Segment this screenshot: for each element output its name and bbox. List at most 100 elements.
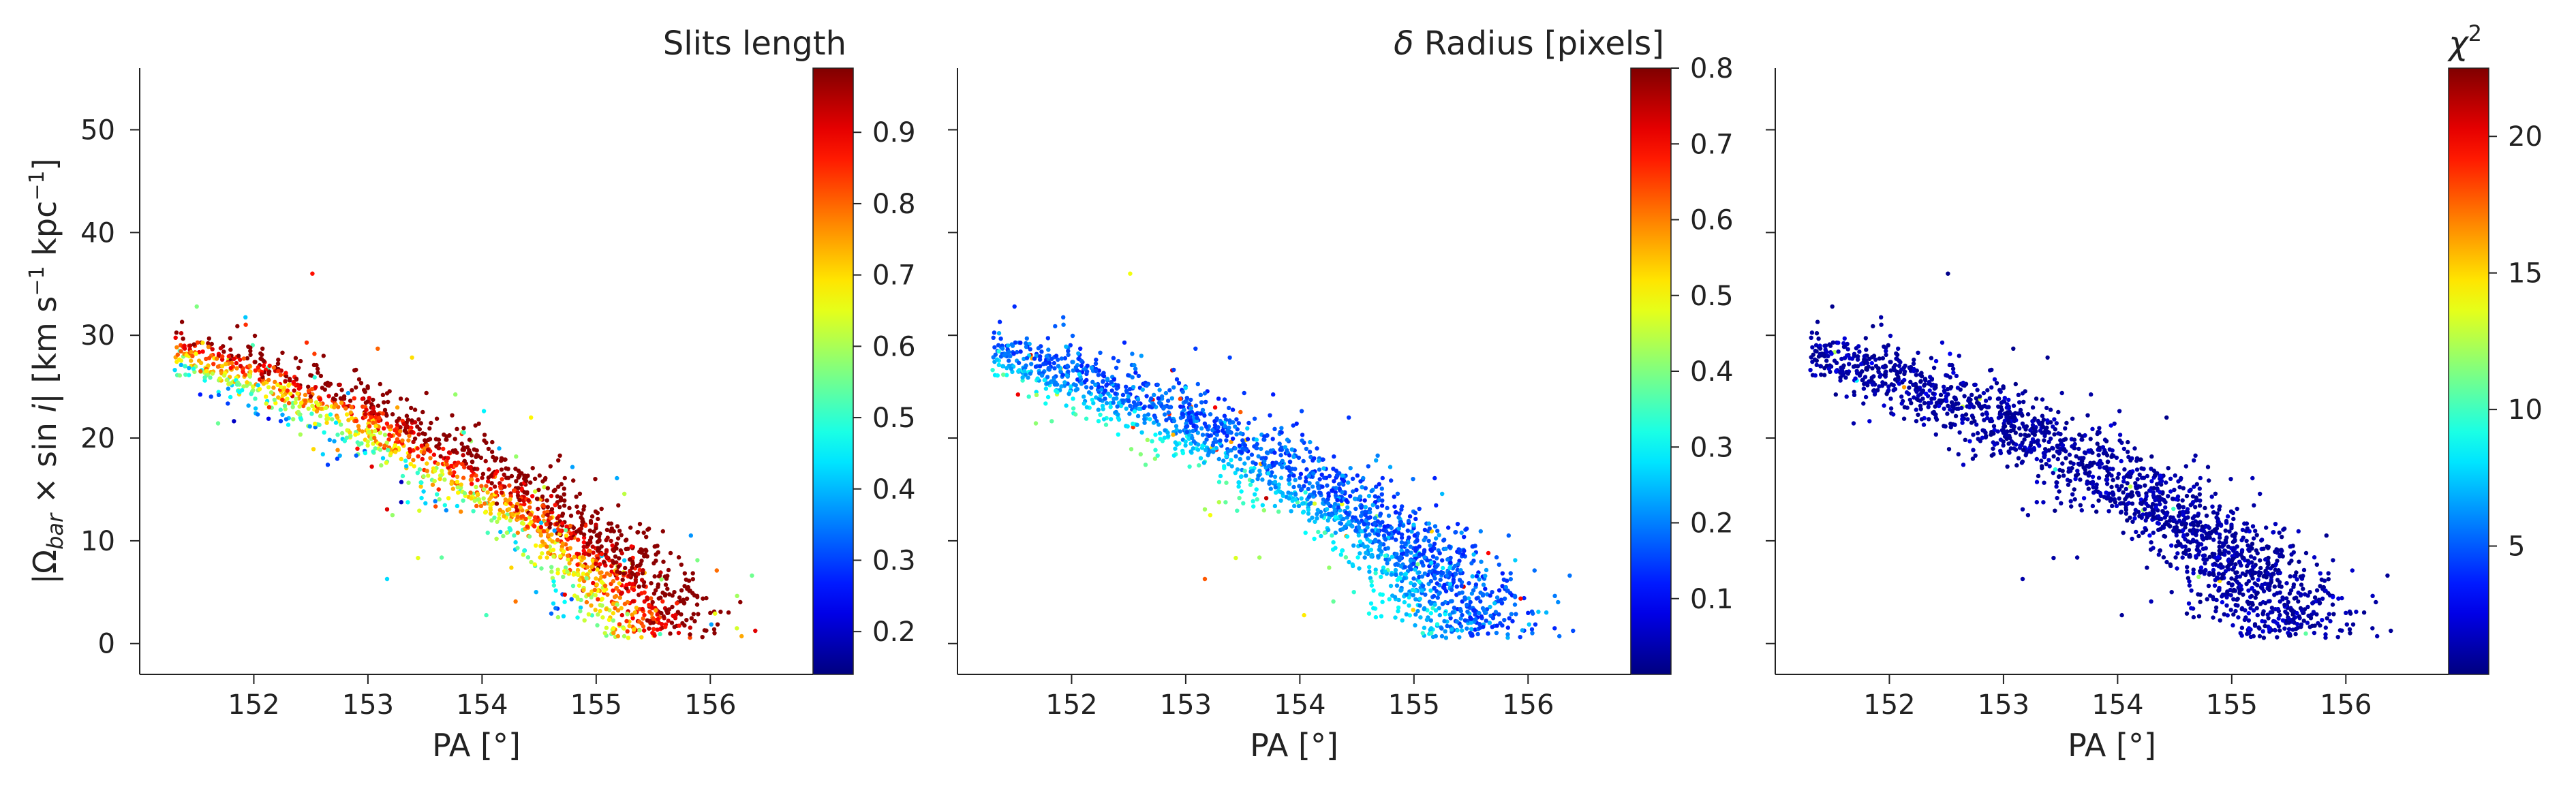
data-point [1439, 634, 1445, 639]
data-point [489, 481, 494, 486]
data-point [2250, 585, 2254, 591]
data-point [1156, 401, 1162, 405]
data-point [615, 475, 619, 481]
data-point [1396, 515, 1401, 520]
data-point [1447, 582, 1453, 587]
data-point [1411, 477, 1415, 482]
data-point [245, 356, 250, 361]
data-point [1122, 340, 1127, 345]
data-point [1071, 360, 1075, 364]
data-point [1393, 615, 1398, 620]
data-point [1851, 364, 1856, 369]
data-point [1471, 544, 1475, 549]
data-point [1171, 385, 1176, 390]
data-point [422, 450, 427, 455]
data-point [2055, 495, 2059, 501]
data-point [1409, 529, 1414, 534]
data-point [384, 576, 390, 582]
data-point [211, 362, 216, 366]
data-point [235, 324, 240, 329]
data-point [1948, 375, 1952, 380]
data-point [1880, 380, 1885, 385]
data-point [294, 377, 298, 382]
data-point [399, 456, 403, 462]
data-point [1380, 592, 1385, 597]
data-point [446, 450, 452, 455]
data-point [1412, 582, 1417, 587]
data-point [1351, 515, 1355, 520]
data-point [1834, 360, 1839, 365]
data-point [700, 635, 705, 640]
data-point [1350, 562, 1355, 567]
data-point [1084, 416, 1089, 421]
data-point [2318, 571, 2322, 576]
data-point [591, 580, 596, 586]
data-point [641, 616, 645, 621]
data-point [376, 412, 381, 417]
data-point [1954, 406, 1959, 411]
colorbar-title: δ Radius [pixels] [1394, 25, 1664, 63]
data-point [1443, 612, 1447, 616]
data-point [2237, 588, 2242, 593]
data-point [2090, 474, 2096, 479]
data-point [1396, 605, 1401, 610]
data-point [452, 470, 457, 475]
data-point [557, 453, 562, 458]
data-point [1871, 354, 1877, 358]
data-point [243, 373, 247, 377]
data-point [1369, 579, 1374, 584]
colorbar-tick-label: 0.6 [872, 331, 916, 362]
colorbar-tick-label: 0.6 [1690, 205, 1734, 236]
data-point [2207, 478, 2211, 483]
data-point [1240, 450, 1244, 455]
data-point [369, 415, 373, 420]
data-point [1306, 486, 1311, 492]
data-point [433, 499, 438, 503]
data-point [1469, 591, 1475, 596]
data-point [493, 471, 498, 476]
data-point [567, 561, 572, 566]
data-point [1311, 471, 1316, 476]
data-point [2255, 612, 2260, 618]
data-point [574, 595, 580, 599]
data-point [575, 510, 581, 515]
data-point [1222, 413, 1227, 418]
data-point [1452, 606, 1457, 610]
data-point [177, 357, 182, 362]
data-point [1327, 565, 1332, 570]
data-point [494, 456, 499, 461]
data-point [541, 529, 547, 534]
data-point [689, 616, 694, 621]
data-point [2252, 503, 2256, 508]
data-point [2184, 611, 2190, 616]
data-point [1437, 612, 1442, 618]
data-point [1358, 479, 1363, 484]
data-point [2205, 597, 2209, 601]
data-point [2257, 634, 2263, 639]
data-point [261, 363, 266, 369]
data-point [269, 390, 274, 395]
data-point [2314, 562, 2319, 567]
data-point [1861, 401, 1866, 406]
data-point [602, 588, 607, 593]
data-point [1131, 421, 1135, 426]
data-point [1277, 462, 1283, 467]
data-point [1141, 405, 1146, 411]
data-point [343, 406, 348, 411]
data-point [619, 612, 624, 618]
data-point [1999, 407, 2004, 412]
data-point [1227, 430, 1231, 435]
data-point [2216, 564, 2221, 569]
data-point [1427, 569, 1432, 574]
data-point [1317, 458, 1321, 463]
data-point [589, 565, 594, 569]
data-point [545, 486, 550, 490]
data-point [1008, 354, 1013, 358]
data-point [583, 523, 588, 528]
data-point [420, 431, 425, 436]
y-tick-label: 30 [80, 320, 115, 351]
data-point [1335, 498, 1340, 503]
data-point [545, 505, 550, 510]
data-point [1465, 526, 1469, 531]
data-point [354, 385, 358, 390]
